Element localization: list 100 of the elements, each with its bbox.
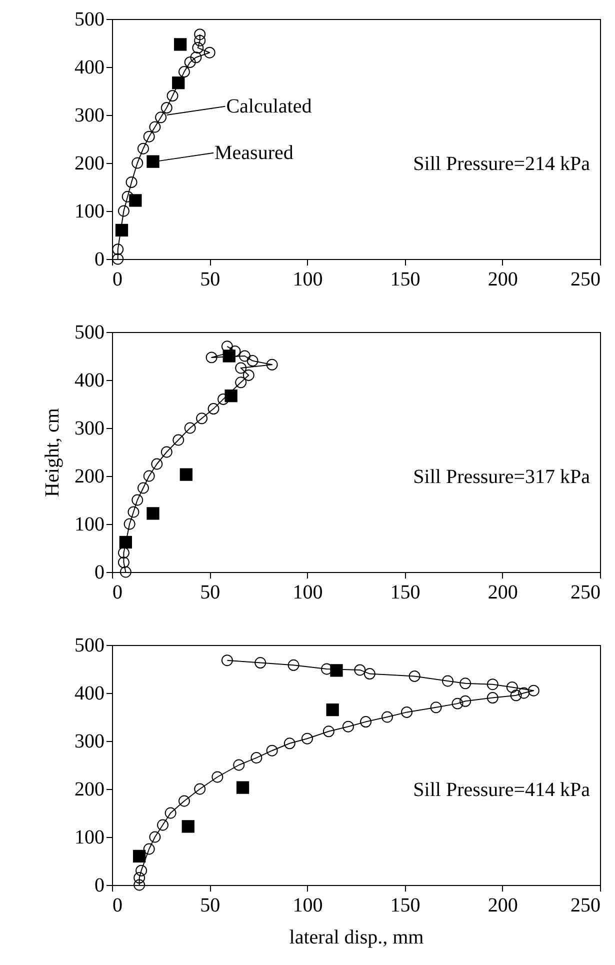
point <box>190 52 202 64</box>
annotation: Sill Pressure=414 kPa <box>413 779 590 801</box>
point <box>112 244 124 256</box>
point <box>250 752 262 764</box>
point <box>164 807 176 819</box>
point <box>196 412 208 424</box>
point <box>235 362 247 374</box>
point <box>124 518 136 530</box>
point <box>143 130 155 142</box>
point <box>284 738 296 750</box>
y-tick-label: 100 <box>74 826 104 848</box>
point <box>172 76 185 90</box>
y-tick-label: 400 <box>74 56 104 78</box>
point <box>238 350 250 362</box>
point <box>460 695 472 707</box>
annotation: Calculated <box>226 95 312 118</box>
x-tick-label: 150 <box>390 894 420 916</box>
y-tick-label: 500 <box>74 322 104 344</box>
point <box>120 566 132 578</box>
point <box>134 879 146 891</box>
point <box>442 675 454 687</box>
annotation: Sill Pressure=317 kPa <box>413 466 590 488</box>
x-tick-label: 150 <box>390 582 420 604</box>
point <box>360 716 372 728</box>
point <box>122 190 134 202</box>
point <box>115 224 128 237</box>
point <box>301 732 313 744</box>
point <box>235 376 247 388</box>
point <box>149 831 161 843</box>
point <box>157 819 168 831</box>
x-tick-label: 200 <box>488 582 518 604</box>
y-tick-label: 500 <box>74 8 104 30</box>
point <box>486 678 498 690</box>
x-tick-label: 200 <box>488 268 518 290</box>
point <box>246 355 258 367</box>
y-tick-label: 0 <box>94 248 104 270</box>
point <box>143 843 155 855</box>
y-tick-label: 100 <box>74 514 104 536</box>
point <box>460 678 472 690</box>
x-tick-label: 250 <box>570 582 600 604</box>
point <box>118 205 130 217</box>
point <box>172 434 184 446</box>
point <box>194 34 206 46</box>
point <box>208 403 220 415</box>
point <box>194 28 206 40</box>
point <box>528 684 540 696</box>
x-tick-label: 0 <box>112 582 122 604</box>
point <box>143 470 155 482</box>
point <box>194 783 206 795</box>
x-tick-label: 50 <box>200 268 220 290</box>
point <box>126 176 138 188</box>
y-tick-label: 300 <box>74 730 104 752</box>
point <box>178 795 190 807</box>
point <box>266 744 278 756</box>
x-tick-label: 0 <box>112 894 122 916</box>
x-tick-label: 100 <box>292 268 323 290</box>
point <box>354 664 366 676</box>
point <box>174 38 187 51</box>
point <box>430 702 442 714</box>
point <box>166 90 178 102</box>
point <box>118 556 130 568</box>
point <box>146 155 160 168</box>
point <box>184 56 196 68</box>
point <box>221 654 233 666</box>
point <box>218 393 230 405</box>
point <box>149 121 161 133</box>
y-tick-label: 200 <box>74 466 104 488</box>
point <box>381 711 393 723</box>
y-tick-label: 200 <box>74 152 104 174</box>
x-tick-label: 250 <box>570 268 600 290</box>
x-tick-label: 0 <box>112 268 122 290</box>
x-axis-title: lateral disp., mm <box>289 926 424 948</box>
point <box>128 506 140 518</box>
x-tick-label: 100 <box>292 894 323 916</box>
annotation: Sill Pressure=214 kPa <box>413 153 590 175</box>
y-tick-label: 400 <box>74 682 104 704</box>
point <box>212 771 224 783</box>
point <box>518 687 530 699</box>
point <box>160 102 172 114</box>
point <box>408 670 420 682</box>
point <box>206 352 218 364</box>
y-tick-label: 100 <box>74 200 104 222</box>
point <box>288 659 300 671</box>
point <box>401 706 412 718</box>
point <box>510 690 522 702</box>
x-tick-label: 50 <box>200 582 220 604</box>
point <box>233 759 245 771</box>
point <box>364 668 376 680</box>
point <box>204 46 216 58</box>
point <box>118 547 130 559</box>
x-tick-label: 200 <box>488 894 518 916</box>
point <box>151 458 163 470</box>
point <box>229 345 241 357</box>
x-tick-label: 50 <box>200 894 220 916</box>
point <box>160 446 172 458</box>
y-tick-label: 300 <box>74 104 104 126</box>
point <box>452 698 464 710</box>
point <box>182 820 194 833</box>
point <box>242 369 254 381</box>
point <box>254 657 266 668</box>
